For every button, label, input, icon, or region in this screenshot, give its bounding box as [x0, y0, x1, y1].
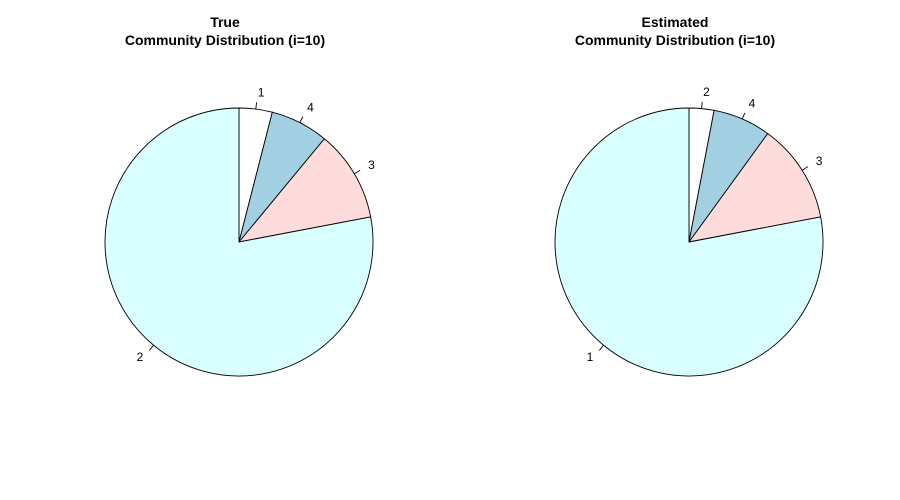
chart-subtitle-line2: Community Distribution (i=10) — [574, 32, 776, 48]
pie-slice-label-4: 4 — [307, 100, 314, 114]
chart-title-line1: True — [210, 14, 240, 30]
pie-label-tick-3 — [801, 166, 809, 171]
chart-title-line1: Estimated — [641, 14, 709, 30]
pie-label-tick-3 — [354, 169, 361, 175]
pie-slice-label-3: 3 — [816, 154, 823, 168]
pie-slice-label-3: 3 — [368, 158, 375, 172]
pie-label-tick-4 — [299, 116, 304, 123]
chart-subtitle-line2: Community Distribution (i=10) — [124, 32, 326, 48]
pie-slice-2 — [104, 107, 374, 377]
pie-label-tick-2 — [701, 101, 703, 109]
pie-slice-label-4: 4 — [749, 96, 756, 110]
pie-slice-1 — [554, 107, 824, 377]
pie-slice-label-2: 2 — [703, 85, 710, 99]
pie-chart-true: 1 4 3 2 — [104, 85, 375, 377]
pie-slice-3 — [687, 132, 822, 243]
pie-slice-label-1: 1 — [258, 85, 265, 99]
pie-label-tick-4 — [741, 112, 746, 120]
pie-chart-estimated: 2 4 3 1 — [554, 85, 824, 377]
pie-panel-estimated: Estimated Community Distribution (i=10) … — [450, 0, 900, 500]
pie-label-tick-2 — [148, 344, 154, 351]
pie-slice-label-1: 1 — [587, 350, 594, 364]
pie-slice-label-2: 2 — [137, 350, 144, 364]
pie-label-tick-1 — [598, 344, 604, 351]
pie-label-tick-1 — [255, 102, 258, 110]
pie-panel-true: True Community Distribution (i=10) 1 4 3 2 — [104, 14, 375, 377]
